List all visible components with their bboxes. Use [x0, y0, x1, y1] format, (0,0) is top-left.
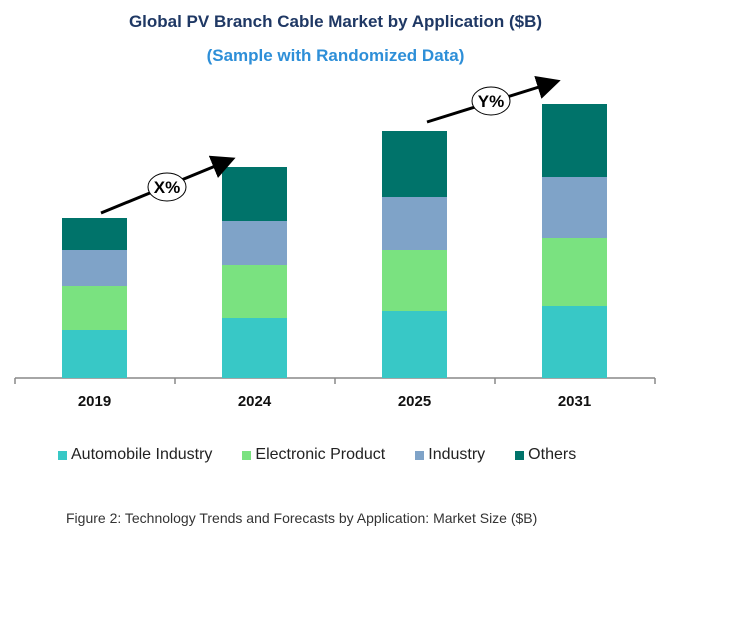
bar-segment-industry-2031 — [542, 177, 607, 238]
legend-label: Others — [528, 446, 577, 463]
legend-item: Others — [515, 446, 576, 464]
cagr-label: Y% — [478, 92, 504, 111]
figure-caption: Figure 2: Technology Trends and Forecast… — [66, 510, 538, 526]
bar-segment-electronic-product-2024 — [222, 265, 287, 318]
legend-swatch — [242, 450, 252, 460]
bar-segment-electronic-product-2019 — [62, 286, 127, 330]
x-tick-label: 2019 — [78, 393, 111, 410]
bar-segment-electronic-product-2031 — [542, 238, 607, 306]
x-tick-label: 2024 — [238, 393, 272, 410]
legend-label: Industry — [428, 446, 486, 463]
bar-segment-others-2024 — [222, 167, 287, 221]
bar-segment-automobile-industry-2024 — [222, 318, 287, 378]
legend-label: Electronic Product — [255, 446, 386, 463]
bar-segment-automobile-industry-2031 — [542, 306, 607, 378]
bar-segment-industry-2019 — [62, 250, 127, 286]
chart-subtitle: (Sample with Randomized Data) — [206, 46, 465, 65]
cagr-bubble — [471, 86, 511, 116]
legend-swatch — [58, 450, 67, 460]
bar-segment-others-2025 — [382, 131, 447, 197]
legend: Automobile Industry Electronic Product Ind… — [58, 446, 606, 464]
bar-segment-automobile-industry-2019 — [62, 330, 127, 378]
cagr-bubble — [147, 172, 187, 202]
bar-segment-automobile-industry-2025 — [382, 311, 447, 378]
legend-label: Automobile Industry — [71, 446, 213, 463]
legend-swatch — [415, 450, 425, 460]
bar-segment-industry-2024 — [222, 221, 287, 265]
bar-segment-others-2019 — [62, 218, 127, 250]
cagr-label: X% — [154, 178, 180, 197]
bar-segment-industry-2025 — [382, 197, 447, 250]
legend-item: Electronic Product — [242, 446, 385, 464]
chart-title: Global PV Branch Cable Market by Applica… — [128, 12, 543, 31]
legend-swatch — [515, 450, 525, 460]
x-tick-label: 2031 — [558, 393, 591, 410]
legend-item: Automobile Industry — [58, 446, 212, 464]
bar-segment-electronic-product-2025 — [382, 250, 447, 311]
x-tick-label: 2025 — [398, 393, 431, 410]
legend-item: Industry — [415, 446, 485, 464]
bar-segment-others-2031 — [542, 104, 607, 177]
